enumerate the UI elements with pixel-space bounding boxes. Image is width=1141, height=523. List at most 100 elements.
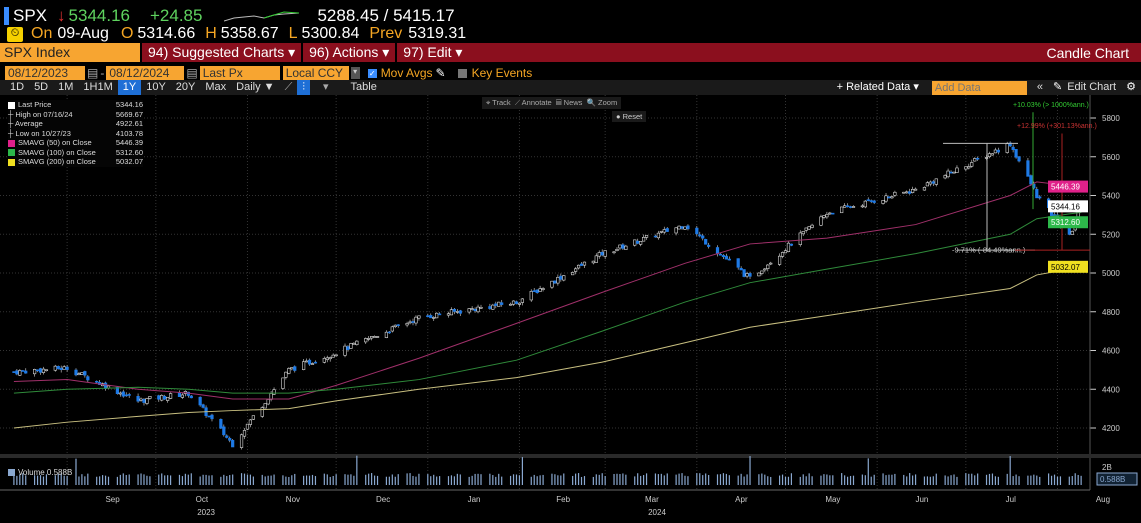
candle: [718, 253, 723, 256]
candle: [707, 244, 711, 247]
candle: [695, 227, 699, 235]
period-tab-1h1m[interactable]: 1H1M: [83, 81, 113, 93]
candle: [346, 346, 350, 350]
price-chart[interactable]: 4200 4400 4600 4800 5000 5200 5400 5600 5800 Sep O…: [0, 95, 1141, 523]
y-tick-label: 5000: [1102, 269, 1120, 278]
suggested-charts-menu[interactable]: 94) Suggested Charts ▾: [140, 43, 301, 62]
collapse-icon[interactable]: «: [1036, 81, 1043, 93]
candle: [571, 272, 575, 276]
candle: [913, 188, 918, 191]
candle: [470, 308, 474, 310]
candle: [83, 371, 87, 376]
currency-select[interactable]: Local CCY: [282, 65, 349, 81]
candle: [491, 304, 495, 310]
candle: [810, 224, 814, 228]
period-tab-1m[interactable]: 1M: [58, 81, 74, 93]
sma100-line: [13, 212, 1082, 394]
candle: [198, 396, 202, 406]
candle: [893, 191, 897, 196]
candle: [922, 187, 927, 191]
candle: [266, 399, 270, 405]
candle: [683, 226, 687, 230]
x-month-label: Jul: [1006, 495, 1016, 504]
candle: [591, 260, 595, 264]
candle: [375, 336, 380, 338]
chart-legend: Last Price 5344.16 ┼ High on 07/16/24 5669…: [8, 100, 143, 167]
candle: [532, 290, 536, 292]
candle-chart-icon[interactable]: ⫶: [297, 80, 311, 95]
security-field[interactable]: SPX Index: [0, 43, 140, 62]
candle: [148, 396, 152, 399]
candle: [343, 345, 347, 356]
candle: [95, 380, 99, 383]
candle: [621, 244, 625, 249]
key-events-checkbox[interactable]: [457, 68, 467, 78]
reset-button[interactable]: ● Reset: [612, 111, 647, 122]
candle: [432, 317, 436, 319]
field-select[interactable]: Last Px: [199, 65, 280, 81]
candle: [41, 368, 46, 373]
mov-avgs-checkbox[interactable]: ✓: [367, 68, 377, 78]
candle: [86, 376, 90, 381]
candle: [964, 166, 968, 170]
gain-annotation: +10.03% (> 1000%ann.): [1013, 102, 1089, 109]
news-tool[interactable]: ▤ News: [555, 98, 583, 107]
zoom-tool[interactable]: 🔍 Zoom: [586, 98, 618, 107]
y-tick-label: 5800: [1102, 114, 1120, 123]
price-label-last: 5344.16: [1051, 202, 1080, 211]
period-tab-5d[interactable]: 5D: [34, 81, 49, 93]
candle: [1005, 143, 1009, 153]
candle: [473, 308, 477, 312]
period-tab-10y[interactable]: 10Y: [146, 81, 166, 93]
candle: [38, 368, 43, 373]
calendar-icon[interactable]: ▤: [87, 66, 99, 80]
candle: [180, 394, 185, 398]
line-chart-icon[interactable]: ⟋: [284, 81, 293, 93]
candle: [1070, 230, 1074, 235]
candle: [976, 157, 980, 160]
candle: [798, 232, 802, 245]
candle: [304, 360, 309, 363]
candle: [239, 434, 244, 448]
add-data-input[interactable]: [931, 80, 1027, 95]
candle: [987, 153, 992, 158]
edit-menu[interactable]: 97) Edit ▾: [395, 43, 468, 62]
period-tab-1d[interactable]: 1D: [10, 81, 25, 93]
candle: [872, 200, 876, 203]
end-date-field[interactable]: 08/12/2024: [106, 65, 185, 81]
table-button[interactable]: Table: [350, 81, 377, 93]
period-tab-max[interactable]: Max: [205, 81, 227, 93]
chevron-down-icon[interactable]: ▾: [323, 81, 329, 93]
candle: [15, 370, 19, 375]
related-data-button[interactable]: + Related Data ▾: [836, 81, 919, 93]
pencil-icon[interactable]: ✎: [1052, 81, 1063, 93]
candle: [417, 315, 421, 319]
frequency-select[interactable]: Daily ▼: [236, 81, 275, 93]
calendar-icon[interactable]: ▤: [186, 66, 198, 80]
start-date-field[interactable]: 08/12/2023: [5, 65, 85, 81]
candle: [18, 370, 22, 376]
candle: [804, 227, 808, 231]
candle: [248, 419, 253, 425]
high-label: H: [205, 25, 217, 42]
gauge-icon[interactable]: ⏲: [7, 26, 23, 42]
edit-chart-button[interactable]: Edit Chart: [1067, 81, 1117, 93]
candle: [44, 369, 49, 372]
candle: [328, 357, 332, 360]
annotate-tool[interactable]: ⟋ Annotate: [514, 98, 552, 107]
candle: [594, 255, 598, 263]
candle: [35, 369, 40, 372]
chevron-down-icon[interactable]: ▾: [350, 67, 360, 79]
candle: [553, 280, 557, 284]
ohlc-line: ⏲ On 09-Aug O 5314.66 H 5358.67 L 5300.8…: [0, 25, 1141, 43]
track-tool[interactable]: ⌖ Track: [486, 98, 511, 107]
pencil-icon[interactable]: ✎: [435, 66, 446, 80]
gain2-annotation: +12.99% (+301.13%ann.): [1017, 123, 1097, 130]
period-tab-1y[interactable]: 1Y: [117, 80, 142, 95]
volume-axis-tick: 2B: [1102, 463, 1112, 472]
period-tab-20y[interactable]: 20Y: [175, 81, 196, 93]
actions-menu[interactable]: 96) Actions ▾: [301, 43, 395, 62]
candle: [952, 171, 956, 174]
gear-icon[interactable]: ⚙: [1126, 81, 1136, 93]
candle: [393, 324, 397, 328]
